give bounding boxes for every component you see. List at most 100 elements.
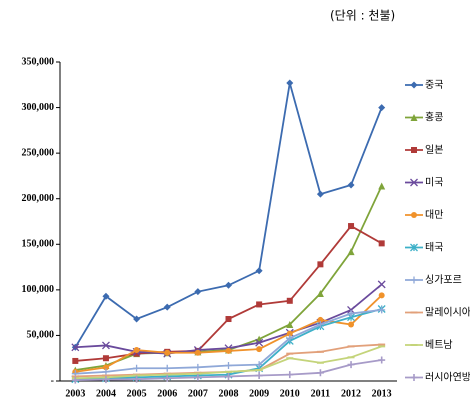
legend-label: 미국 [425,177,443,189]
x-tick-label: 2003 [65,388,85,399]
data-point [225,347,232,354]
data-point [378,292,385,299]
x-tick-label: 2011 [311,388,330,399]
data-point [316,369,324,377]
data-point [378,182,386,190]
legend-marker [411,212,417,218]
series-line [75,224,383,362]
y-tick-label: 50,000 [27,330,55,341]
legend-label: 홍콩 [425,111,443,124]
x-tick-label: 2008 [219,388,239,399]
data-point [256,346,263,353]
data-point [194,349,201,356]
data-point [378,356,386,364]
data-point [378,306,386,314]
data-point [377,280,386,289]
data-point [348,223,355,230]
data-point [101,341,110,350]
x-tick-label: 2007 [188,388,208,399]
legend-marker [410,374,418,381]
legend-marker [410,178,418,187]
x-tick-label: 2006 [157,388,177,399]
data-point [378,104,386,112]
data-point [72,357,79,364]
data-point [194,373,202,381]
x-tick-label: 2013 [372,388,392,399]
data-point [347,181,355,189]
data-point [194,363,202,371]
legend-label: 대만 [425,209,443,221]
legend-label: 말레이시아 [425,307,470,319]
data-point [225,372,232,380]
data-point [102,355,109,362]
data-point [255,361,263,369]
y-tick-label: 350,000 [22,56,55,67]
x-tick-label: 2010 [280,388,300,399]
data-point [102,376,110,384]
legend-label: 중국 [425,79,443,91]
data-point [255,338,264,347]
data-point [286,371,294,379]
data-point [286,330,293,337]
data-point [102,364,109,371]
legend-marker [411,147,417,153]
data-point [133,347,140,354]
data-point [133,315,141,323]
data-point [102,292,110,300]
legend-label: 싱가포르 [425,274,462,286]
data-point [316,320,324,328]
data-point [286,334,294,342]
x-tick-label: 2009 [249,388,269,399]
y-tick-label: 100,000 [22,284,55,295]
data-point [225,362,232,370]
data-point [256,301,263,308]
data-point [164,349,171,356]
data-point [133,375,141,383]
legend-marker [410,276,418,284]
legend-marker [410,114,418,121]
data-point [102,368,110,376]
data-point [255,372,263,380]
legend-label: 러시아연방 [425,372,470,384]
data-point [71,343,80,352]
data-point [347,361,355,369]
data-point [317,261,324,268]
y-tick-label: - [51,375,54,386]
data-point [347,248,355,256]
data-point [286,79,294,87]
data-point [378,240,385,247]
unit-note: (단위 : 천불) [330,8,395,23]
series-line [75,185,383,371]
x-tick-label: 2012 [341,388,361,399]
data-point [71,376,79,384]
legend-marker [410,81,418,89]
data-point [347,310,355,318]
data-point [194,288,202,296]
x-tick-label: 2004 [96,388,116,399]
data-point [163,364,171,372]
legend-label: 태국 [425,242,443,254]
data-point [286,320,294,328]
data-point [133,350,140,357]
data-point [163,374,171,382]
x-tick-label: 2005 [127,388,147,399]
legend-label: 베트남 [425,339,453,351]
y-tick-label: 250,000 [22,147,55,158]
data-point [316,190,324,198]
data-point [163,303,171,311]
y-tick-label: 300,000 [22,102,55,113]
data-point [133,364,141,372]
data-point [255,267,263,275]
y-tick-label: 200,000 [22,193,55,204]
y-tick-label: 150,000 [22,239,55,250]
series-line [74,82,383,348]
data-point [286,297,293,304]
data-point [348,321,355,328]
legend-marker [410,243,418,252]
data-point [225,316,232,323]
data-point [225,281,232,289]
data-point [347,305,356,314]
legend-label: 일본 [425,144,443,156]
data-point [316,290,324,298]
